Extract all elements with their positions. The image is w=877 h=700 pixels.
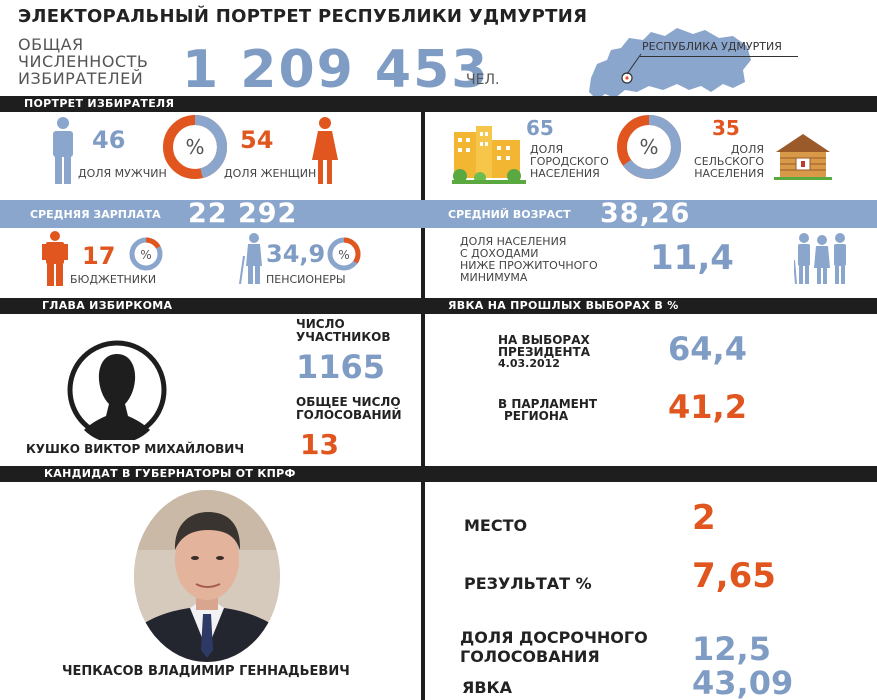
- label-line: СЕЛЬСКОГО: [694, 155, 764, 168]
- poverty-label: ДОЛЯ НАСЕЛЕНИЯ С ДОХОДАМИ НИЖЕ ПРОЖИТОЧН…: [460, 236, 598, 284]
- divider: [421, 112, 425, 200]
- label-line: 4.03.2012: [498, 357, 560, 370]
- label-line: МИНИМУМА: [460, 271, 528, 284]
- man-icon: [53, 117, 73, 184]
- population-label: ОБЩАЯ ЧИСЛЕННОСТЬ ИЗБИРАТЕЛЕЙ: [18, 36, 148, 87]
- public-sector-label: БЮДЖЕТНИКИ: [70, 273, 157, 286]
- divider: [421, 228, 425, 300]
- label-line: УЧАСТНИКОВ: [296, 330, 391, 344]
- stats-band: СРЕДНЯЯ ЗАРПЛАТА 22 292 СРЕДНИЙ ВОЗРАСТ …: [0, 200, 877, 228]
- label-line: В ПАРЛАМЕНТ: [498, 397, 598, 411]
- poor-family-icon: [794, 233, 846, 284]
- women-share-label: ДОЛЯ ЖЕНЩИН: [224, 167, 317, 180]
- rural-share-value: 35: [712, 116, 740, 140]
- section-bar-commission: ГЛАВА ИЗБИРКОМА ЯВКА НА ПРОШЛЫХ ВЫБОРАХ …: [0, 298, 877, 314]
- label-line: ГОЛОСОВАНИЯ: [460, 647, 600, 666]
- woman-icon: [312, 117, 338, 184]
- section-heading: ПОРТРЕТ ИЗБИРАТЕЛЯ: [24, 97, 175, 110]
- house-icon: [774, 134, 832, 180]
- label-line: ОБЩЕЕ ЧИСЛО: [296, 395, 401, 409]
- head-silhouette-icon: [67, 340, 167, 440]
- poverty-value: 11,4: [650, 238, 734, 278]
- gender-percent-ring: %: [163, 115, 227, 179]
- percent-sign: %: [140, 248, 151, 262]
- women-share-value: 54: [240, 126, 274, 154]
- label-line: ДОЛЯ: [530, 143, 564, 156]
- votes-count-value: 13: [300, 428, 339, 461]
- label-line: ГОЛОСОВАНИЙ: [296, 408, 402, 422]
- section-bar-portrait: ПОРТРЕТ ИЗБИРАТЕЛЯ: [0, 96, 877, 112]
- president-election-label: НА ВЫБОРАХ ПРЕЗИДЕНТА 4.03.2012: [498, 334, 590, 370]
- map-region-label: РЕСПУБЛИКА УДМУРТИЯ: [642, 40, 782, 53]
- label-line: НАСЕЛЕНИЯ: [694, 167, 764, 180]
- urban-share-value: 65: [526, 116, 554, 140]
- label-line: НИЖЕ ПРОЖИТОЧНОГО: [460, 259, 598, 272]
- label-line: НА ВЫБОРАХ: [498, 333, 590, 347]
- place-value: 2: [692, 498, 716, 538]
- label-line: ЧИСЛО: [296, 317, 345, 331]
- population-label-line: ЧИСЛЕННОСТЬ: [18, 52, 149, 71]
- label-line: НАСЕЛЕНИЯ: [530, 167, 600, 180]
- participants-label: ЧИСЛО УЧАСТНИКОВ: [296, 318, 390, 344]
- label-line: ПРЕЗИДЕНТА: [498, 345, 591, 359]
- urban-percent-ring: %: [617, 115, 681, 179]
- divider: [421, 314, 425, 466]
- commission-head-name: КУШКО ВИКТОР МИХАЙЛОВИЧ: [26, 442, 245, 456]
- pensioners-ring: %: [327, 237, 361, 271]
- russia-map-icon: [589, 28, 751, 100]
- population-unit: ЧЕЛ.: [466, 72, 500, 88]
- population-label-line: ОБЩАЯ: [18, 35, 84, 54]
- men-share-label: ДОЛЯ МУЖЧИН: [78, 167, 167, 180]
- early-voting-value: 12,5: [692, 630, 771, 668]
- salary-value: 22 292: [188, 198, 298, 229]
- president-turnout-value: 64,4: [668, 330, 747, 368]
- worker-icon: [42, 231, 68, 286]
- candidate-turnout-value: 43,09: [692, 664, 794, 700]
- public-sector-ring: %: [129, 237, 163, 271]
- population-value: 1 209 453: [182, 40, 490, 100]
- place-label: МЕСТО: [464, 516, 528, 535]
- result-label: РЕЗУЛЬТАТ %: [464, 574, 592, 593]
- pensioners-label: ПЕНСИОНЕРЫ: [266, 273, 346, 286]
- early-voting-label: ДОЛЯ ДОСРОЧНОГО ГОЛОСОВАНИЯ: [460, 628, 648, 666]
- pensioner-icon: [239, 233, 262, 284]
- votes-count-label: ОБЩЕЕ ЧИСЛО ГОЛОСОВАНИЙ: [296, 396, 402, 422]
- percent-sign: %: [639, 135, 658, 159]
- section-bar-candidate: КАНДИДАТ В ГУБЕРНАТОРЫ ОТ КПРФ: [0, 466, 877, 482]
- section-heading: ЯВКА НА ПРОШЛЫХ ВЫБОРАХ В %: [448, 299, 679, 312]
- men-share-value: 46: [92, 126, 126, 154]
- salary-label: СРЕДНЯЯ ЗАРПЛАТА: [30, 208, 161, 221]
- result-value: 7,65: [692, 556, 776, 596]
- rural-share-label: ДОЛЯ СЕЛЬСКОГО НАСЕЛЕНИЯ: [694, 144, 764, 180]
- public-sector-value: 17: [82, 242, 116, 270]
- percent-sign: %: [338, 248, 349, 262]
- percent-sign: %: [185, 135, 204, 159]
- label-line: С ДОХОДАМИ: [460, 247, 539, 260]
- section-heading: КАНДИДАТ В ГУБЕРНАТОРЫ ОТ КПРФ: [44, 467, 296, 480]
- candidate-name: ЧЕПКАСОВ ВЛАДИМИР ГЕННАДЬЕВИЧ: [62, 664, 350, 679]
- map-label-underline: [640, 56, 798, 57]
- divider: [421, 482, 425, 700]
- urban-share-label: ДОЛЯ ГОРОДСКОГО НАСЕЛЕНИЯ: [530, 144, 609, 180]
- label-line: ГОРОДСКОГО: [530, 155, 609, 168]
- candidate-turnout-label: ЯВКА: [462, 678, 512, 697]
- parliament-turnout-value: 41,2: [668, 388, 747, 426]
- parliament-election-label: В ПАРЛАМЕНТ РЕГИОНА: [498, 398, 597, 422]
- candidate-photo: [134, 490, 280, 662]
- age-value: 38,26: [600, 198, 691, 229]
- age-label: СРЕДНИЙ ВОЗРАСТ: [448, 208, 571, 221]
- label-line: ДОЛЯ: [730, 143, 764, 156]
- pensioners-value: 34,9: [266, 240, 326, 268]
- population-label-line: ИЗБИРАТЕЛЕЙ: [18, 69, 144, 88]
- page-title: ЭЛЕКТОРАЛЬНЫЙ ПОРТРЕТ РЕСПУБЛИКИ УДМУРТИ…: [18, 6, 588, 27]
- label-line: ДОЛЯ ДОСРОЧНОГО: [460, 628, 648, 647]
- section-heading: ГЛАВА ИЗБИРКОМА: [42, 299, 173, 312]
- city-buildings-icon: [452, 126, 526, 184]
- label-line: РЕГИОНА: [504, 409, 569, 423]
- label-line: ДОЛЯ НАСЕЛЕНИЯ: [460, 235, 567, 248]
- participants-value: 1165: [296, 348, 386, 386]
